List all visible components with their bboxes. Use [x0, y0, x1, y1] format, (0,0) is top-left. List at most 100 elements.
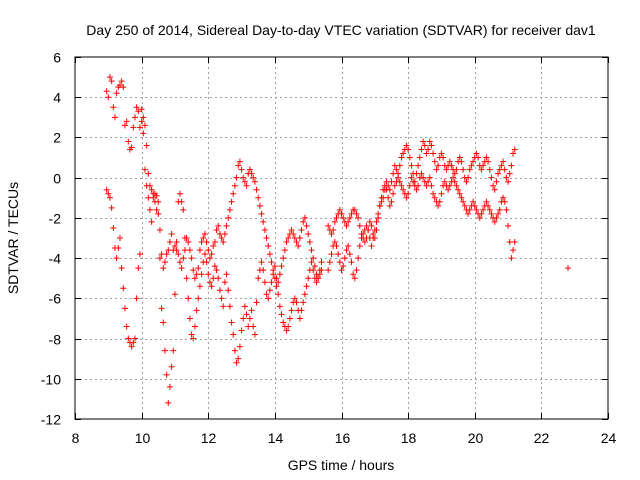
data-point — [508, 255, 515, 262]
data-point — [293, 299, 300, 306]
data-point — [255, 194, 262, 201]
data-point — [190, 267, 197, 274]
data-point — [213, 226, 220, 233]
data-point — [358, 235, 365, 241]
data-point — [160, 319, 167, 326]
axis-ticks — [75, 57, 609, 420]
data-point — [246, 166, 253, 173]
data-point — [265, 243, 272, 250]
data-point — [301, 214, 308, 221]
data-point — [181, 235, 188, 241]
data-point — [231, 182, 238, 189]
data-point — [510, 150, 517, 157]
data-point — [176, 190, 183, 197]
data-point — [280, 255, 287, 262]
data-point — [428, 142, 435, 149]
data-point — [105, 190, 112, 197]
data-point — [318, 259, 325, 266]
data-point — [196, 247, 203, 254]
data-point — [291, 295, 298, 302]
data-point — [203, 259, 210, 266]
data-point — [110, 104, 117, 111]
data-point — [295, 243, 302, 250]
data-point — [103, 186, 110, 193]
data-point — [105, 94, 112, 101]
data-point — [456, 190, 463, 197]
data-point — [300, 299, 307, 306]
data-point — [130, 339, 137, 346]
data-point — [148, 218, 155, 225]
data-point — [106, 74, 113, 81]
data-point — [283, 239, 290, 246]
data-point — [255, 275, 262, 282]
data-point — [480, 162, 487, 169]
data-point — [108, 78, 115, 85]
data-point — [403, 142, 410, 149]
data-point — [308, 247, 315, 254]
data-point — [225, 214, 232, 221]
data-point — [325, 222, 332, 229]
data-point — [500, 194, 507, 201]
data-point — [433, 166, 440, 173]
data-point — [405, 190, 412, 197]
data-point — [261, 279, 268, 286]
data-point — [458, 158, 465, 165]
data-point — [438, 190, 445, 197]
data-point — [456, 154, 463, 161]
data-point — [230, 331, 237, 338]
data-point — [185, 295, 192, 302]
data-point — [398, 154, 405, 161]
data-point — [303, 222, 310, 229]
data-point — [238, 327, 245, 334]
data-point — [406, 154, 413, 161]
data-point — [133, 104, 140, 111]
data-point — [158, 305, 165, 312]
data-point — [136, 124, 143, 131]
data-point — [353, 267, 360, 274]
data-point — [483, 154, 490, 161]
data-point — [121, 122, 128, 129]
data-point — [368, 243, 375, 250]
data-point — [343, 247, 350, 254]
data-point — [285, 323, 292, 330]
data-point — [123, 323, 130, 330]
data-point — [146, 206, 153, 213]
data-point — [465, 174, 472, 181]
data-point — [123, 118, 130, 125]
data-point — [363, 222, 370, 229]
y-tick-label: -6 — [49, 291, 62, 307]
x-axis-title: GPS time / hours — [288, 457, 395, 473]
data-point — [448, 162, 455, 169]
y-tick-label: -12 — [41, 412, 61, 428]
data-point — [236, 158, 243, 165]
data-point — [180, 206, 187, 213]
data-point — [378, 194, 385, 201]
data-point — [216, 287, 223, 294]
data-point — [495, 170, 502, 177]
data-point — [436, 198, 443, 205]
data-point — [498, 162, 505, 169]
data-point — [103, 88, 110, 95]
data-point — [333, 214, 340, 221]
data-point — [463, 178, 470, 185]
data-point — [400, 186, 407, 193]
data-point — [446, 158, 453, 165]
data-point — [473, 206, 480, 213]
data-point — [415, 162, 422, 169]
data-point — [336, 206, 343, 213]
data-point — [395, 174, 402, 181]
data-point — [276, 271, 283, 278]
data-point — [225, 287, 232, 294]
data-point — [276, 303, 283, 310]
data-point — [478, 210, 485, 217]
data-point — [233, 174, 240, 181]
x-tick-label: 14 — [268, 430, 284, 446]
data-point — [240, 315, 247, 322]
data-point — [166, 239, 173, 246]
data-point — [173, 247, 180, 254]
data-point — [466, 206, 473, 213]
data-point — [493, 214, 500, 221]
data-point — [200, 235, 207, 241]
data-point — [156, 255, 163, 262]
data-point — [263, 235, 270, 241]
